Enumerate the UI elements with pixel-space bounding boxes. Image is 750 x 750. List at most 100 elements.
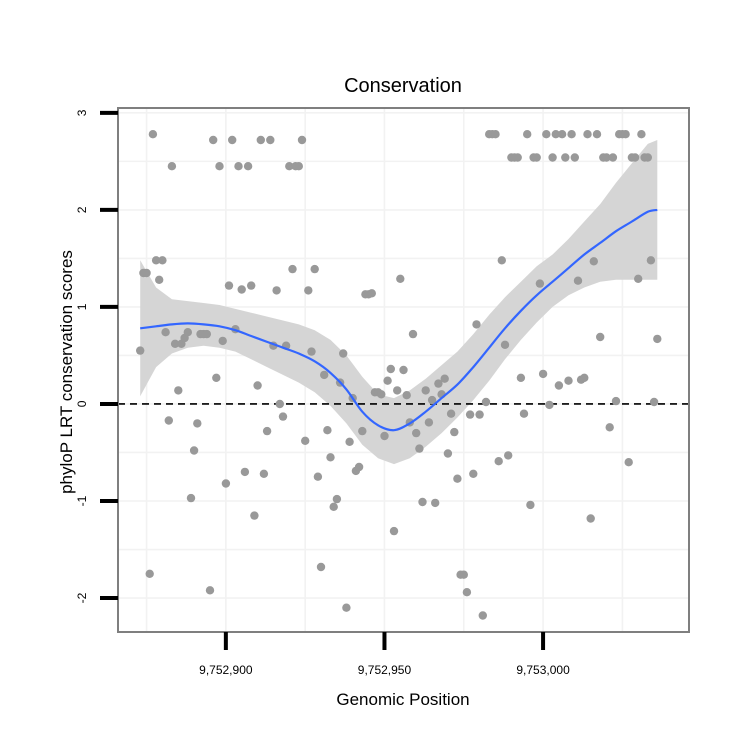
data-point [434, 379, 443, 388]
data-point [183, 328, 192, 337]
data-point [446, 409, 456, 418]
data-point [136, 346, 145, 355]
data-point [259, 469, 269, 478]
data-point [459, 570, 468, 579]
data-point [542, 130, 551, 139]
data-point [209, 135, 218, 145]
data-point [538, 369, 548, 379]
data-point [332, 494, 342, 504]
data-point [266, 135, 275, 145]
data-point [567, 130, 576, 139]
data-point [383, 376, 392, 385]
data-point [602, 153, 611, 162]
data-point [450, 427, 459, 437]
data-point [583, 130, 592, 139]
data-point [586, 514, 595, 523]
data-point [440, 374, 449, 383]
data-point [418, 497, 427, 507]
data-point [596, 332, 605, 342]
data-point [611, 396, 621, 406]
data-point [164, 416, 173, 425]
y-axis-title: phyloP LRT conservation scores [57, 250, 76, 494]
data-point [297, 135, 307, 145]
data-point [380, 431, 389, 441]
x-tick-label: 9,753,000 [516, 663, 570, 677]
data-point [535, 279, 545, 288]
data-point [649, 397, 659, 407]
y-axis: -2 -1 0 1 2 3 [75, 109, 118, 603]
data-point [142, 268, 151, 278]
data-point [481, 397, 491, 407]
x-axis-title: Genomic Position [336, 690, 469, 709]
data-point [589, 257, 598, 266]
y-tick-label: 3 [75, 109, 89, 116]
data-point [189, 446, 199, 455]
data-point [320, 370, 329, 380]
data-point [186, 493, 196, 503]
data-point [415, 444, 424, 453]
data-point [393, 386, 402, 395]
data-point [465, 410, 475, 419]
data-point [313, 472, 323, 481]
data-point [377, 390, 386, 399]
data-point [148, 130, 158, 139]
x-tick-label: 9,752,900 [199, 663, 253, 677]
data-point [453, 474, 462, 483]
data-point [475, 410, 484, 419]
data-point [250, 511, 259, 520]
data-point [557, 130, 567, 139]
data-point [551, 130, 560, 139]
data-point [580, 373, 589, 382]
data-point [497, 256, 506, 265]
data-point [247, 281, 256, 290]
y-tick-label: -2 [75, 592, 89, 603]
data-point [396, 274, 405, 283]
data-point [167, 162, 177, 171]
y-tick-label: -1 [75, 495, 89, 506]
data-point [646, 256, 656, 265]
smooth-line [140, 208, 658, 432]
data-point [554, 381, 564, 390]
data-point [278, 412, 288, 421]
data-point [523, 130, 532, 139]
data-point [170, 339, 180, 348]
plot-area [117, 107, 690, 633]
data-point [386, 364, 395, 374]
data-point [491, 130, 500, 139]
data-point [342, 603, 351, 612]
data-point [285, 162, 294, 171]
data-point [158, 256, 167, 265]
data-point [412, 428, 421, 438]
x-tick-label: 9,752,950 [358, 663, 412, 677]
data-point [253, 381, 262, 390]
data-point [358, 426, 367, 436]
data-point [443, 449, 453, 458]
y-tick-label: 1 [75, 303, 89, 310]
data-point [367, 289, 376, 298]
data-point [326, 453, 335, 462]
data-point [526, 500, 535, 510]
data-point [310, 264, 319, 274]
confidence-ribbon [140, 140, 658, 465]
data-point [621, 130, 630, 139]
data-point [294, 162, 303, 171]
data-point [608, 153, 618, 162]
data-point [155, 275, 164, 284]
data-point [519, 409, 529, 418]
data-point [275, 399, 284, 409]
data-point [472, 320, 481, 329]
y-tick-label: 0 [75, 400, 89, 407]
data-point [561, 153, 570, 162]
data-point [564, 376, 573, 385]
data-point [243, 162, 253, 171]
data-point [218, 336, 227, 346]
data-point [643, 153, 652, 162]
data-point [389, 526, 399, 536]
data-point [316, 562, 326, 572]
data-point [345, 437, 354, 446]
data-point [212, 373, 221, 382]
data-point [215, 162, 224, 171]
data-point [323, 426, 332, 435]
data-point [240, 467, 250, 477]
